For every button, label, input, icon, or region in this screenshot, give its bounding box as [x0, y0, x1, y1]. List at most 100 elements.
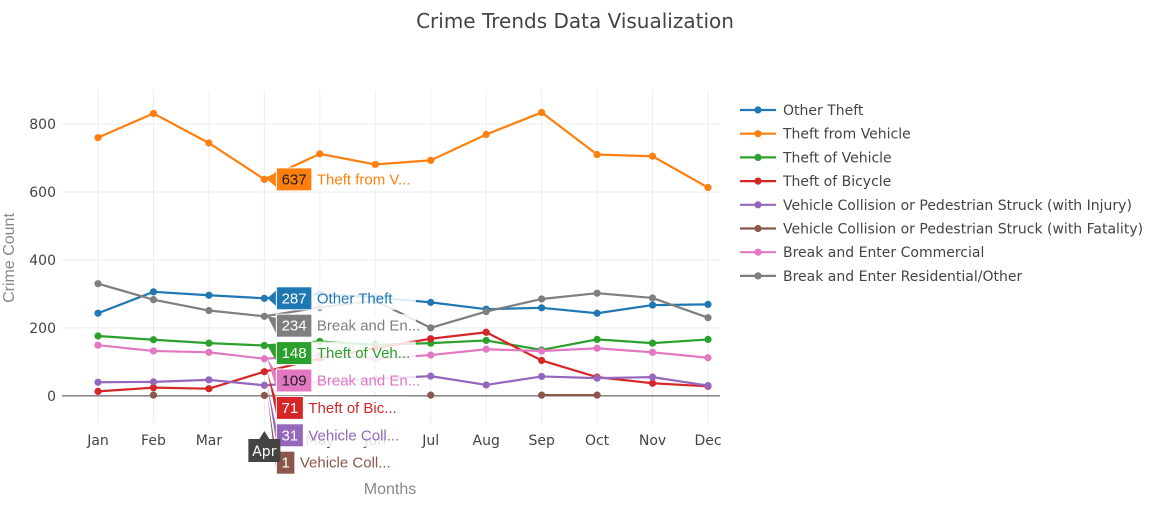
data-point[interactable]	[538, 347, 546, 355]
data-point[interactable]	[538, 372, 546, 381]
data-point[interactable]	[149, 296, 158, 304]
data-point[interactable]	[149, 288, 158, 296]
data-point[interactable]	[149, 384, 158, 392]
legend-item[interactable]: Theft from Vehicle	[740, 127, 911, 143]
data-point[interactable]	[593, 344, 601, 352]
hover-series-name: Theft of Bic...	[308, 400, 396, 417]
data-point[interactable]	[538, 108, 546, 117]
data-point[interactable]	[260, 175, 268, 183]
data-point[interactable]	[648, 301, 657, 309]
hover-label: 1 Vehicle Coll...	[267, 395, 399, 475]
data-point[interactable]	[427, 324, 435, 332]
data-point[interactable]	[149, 336, 158, 344]
data-point[interactable]	[427, 298, 435, 306]
series-5	[149, 391, 601, 400]
legend: Other Theft Theft from Vehicle Theft of Ve…	[740, 103, 1143, 285]
data-point[interactable]	[593, 391, 601, 399]
data-point[interactable]	[149, 378, 158, 386]
data-point[interactable]	[538, 295, 546, 303]
hover-pointer	[267, 345, 277, 362]
hover-value: 234	[282, 318, 307, 335]
data-point[interactable]	[593, 335, 601, 344]
x-tick-label: Feb	[141, 433, 166, 449]
legend-item[interactable]: Vehicle Collision or Pedestrian Struck (…	[740, 222, 1143, 238]
data-point[interactable]	[427, 335, 435, 343]
hover-name-bg	[311, 286, 416, 310]
hover-name-bg	[311, 314, 416, 338]
data-point[interactable]	[482, 307, 490, 316]
data-point[interactable]	[427, 156, 435, 164]
data-point[interactable]	[94, 280, 102, 288]
data-point[interactable]	[94, 387, 102, 395]
data-point[interactable]	[205, 376, 213, 384]
data-point[interactable]	[260, 391, 268, 400]
data-point[interactable]	[482, 381, 490, 389]
data-point[interactable]	[260, 341, 268, 350]
hover-name-bg	[311, 167, 416, 191]
data-point[interactable]	[704, 335, 712, 344]
data-point[interactable]	[648, 152, 657, 160]
data-point[interactable]	[648, 348, 657, 356]
data-point[interactable]	[482, 345, 490, 353]
data-point[interactable]	[482, 130, 490, 139]
data-point[interactable]	[427, 351, 435, 359]
data-point[interactable]	[260, 355, 268, 363]
data-point[interactable]	[94, 133, 102, 142]
data-point[interactable]	[260, 368, 268, 376]
data-point[interactable]	[94, 332, 102, 340]
data-point[interactable]	[704, 354, 712, 362]
data-point[interactable]	[704, 183, 712, 192]
data-point[interactable]	[316, 150, 324, 158]
x-tick-label: Sep	[528, 433, 555, 449]
data-point[interactable]	[482, 336, 490, 345]
data-point[interactable]	[94, 309, 102, 317]
data-point[interactable]	[648, 294, 657, 302]
legend-item[interactable]: Break and Enter Residential/Other	[740, 269, 1022, 285]
data-point[interactable]	[704, 314, 712, 322]
data-point[interactable]	[648, 373, 657, 381]
x-tick-label: Mar	[196, 433, 223, 449]
hover-layer: 637 Theft from V... 287 Other Theft 234 Break…	[248, 167, 420, 475]
legend-item[interactable]: Vehicle Collision or Pedestrian Struck (…	[740, 198, 1132, 214]
legend-marker	[754, 224, 762, 233]
hover-series-name: Break and En...	[317, 318, 420, 335]
data-point[interactable]	[205, 348, 213, 356]
data-point[interactable]	[205, 291, 213, 299]
data-point[interactable]	[648, 379, 657, 387]
legend-item[interactable]: Break and Enter Commercial	[740, 245, 984, 261]
data-point[interactable]	[593, 309, 601, 317]
data-point[interactable]	[482, 328, 490, 336]
data-point[interactable]	[704, 382, 712, 390]
legend-item[interactable]: Theft of Vehicle	[740, 150, 892, 166]
data-point[interactable]	[260, 381, 268, 389]
data-point[interactable]	[593, 374, 601, 382]
data-point[interactable]	[205, 339, 213, 347]
hover-pointer	[267, 290, 277, 307]
data-point[interactable]	[371, 160, 379, 169]
data-point[interactable]	[427, 372, 435, 380]
data-point[interactable]	[593, 150, 601, 159]
data-point[interactable]	[149, 109, 158, 118]
hover-month-tag: Apr	[248, 431, 281, 462]
data-point[interactable]	[260, 294, 268, 302]
data-point[interactable]	[94, 378, 102, 386]
data-point[interactable]	[427, 391, 435, 399]
data-point[interactable]	[704, 300, 712, 309]
data-point[interactable]	[648, 339, 657, 347]
y-tick-label: 0	[47, 389, 56, 405]
data-point[interactable]	[538, 304, 546, 312]
data-point[interactable]	[538, 356, 546, 365]
data-point[interactable]	[149, 391, 158, 399]
legend-item[interactable]: Theft of Bicycle	[740, 174, 891, 190]
hover-value: 637	[282, 171, 307, 188]
data-point[interactable]	[205, 385, 213, 393]
data-point[interactable]	[149, 347, 158, 355]
legend-item[interactable]: Other Theft	[740, 103, 864, 119]
data-point[interactable]	[205, 306, 213, 315]
hover-series-name: Theft from V...	[317, 171, 411, 188]
data-point[interactable]	[94, 341, 102, 349]
data-point[interactable]	[260, 312, 268, 320]
data-point[interactable]	[593, 289, 601, 297]
data-point[interactable]	[205, 139, 213, 147]
data-point[interactable]	[538, 391, 546, 399]
